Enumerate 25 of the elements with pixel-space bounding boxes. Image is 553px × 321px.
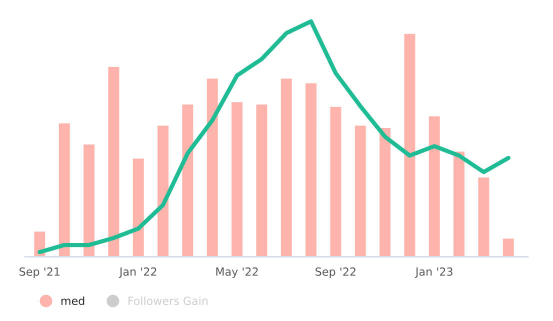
bar [452, 150, 466, 257]
bar [428, 114, 442, 257]
x-tick-label: May '22 [216, 267, 258, 278]
x-tick-label: Jan '23 [414, 267, 452, 278]
bar [502, 237, 516, 257]
legend-label: med [61, 296, 84, 306]
bar [156, 124, 170, 257]
bar [106, 65, 121, 257]
x-tick-label: Sep '21 [20, 267, 60, 278]
bar [354, 124, 368, 257]
bar [304, 82, 318, 257]
x-tick-label: Sep '22 [316, 267, 356, 278]
bar [131, 157, 146, 257]
bar [378, 126, 392, 257]
bar [328, 105, 343, 257]
bar [230, 100, 244, 257]
bar [57, 122, 72, 257]
bar [206, 77, 220, 257]
bar [476, 176, 491, 257]
bar [280, 77, 294, 257]
bar [254, 103, 269, 257]
bar [180, 103, 195, 257]
bar [82, 143, 96, 257]
bar [402, 32, 417, 257]
x-tick-label: Jan '22 [118, 267, 156, 278]
